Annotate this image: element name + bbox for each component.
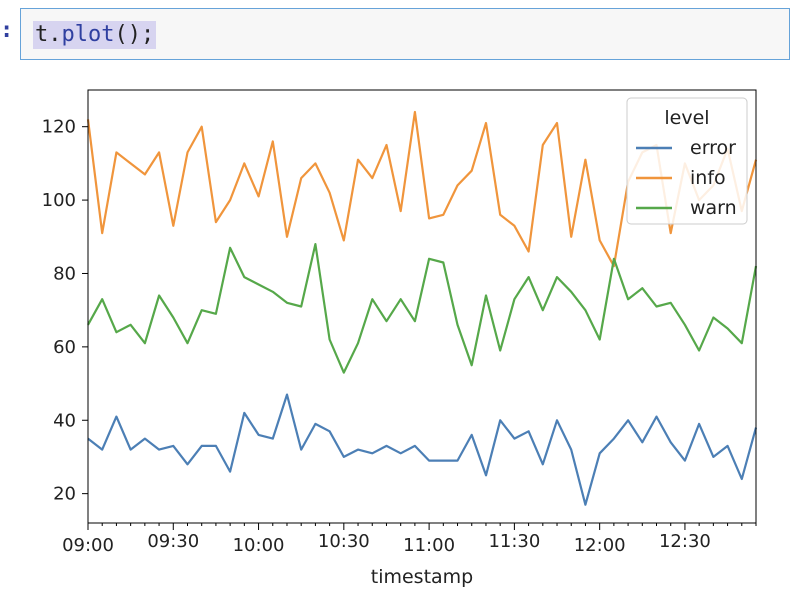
legend-title: level (664, 107, 709, 129)
x-tick-label: 12:00 (574, 535, 626, 556)
y-tick-label: 40 (53, 410, 76, 431)
x-tick-label: 12:30 (659, 531, 711, 552)
line-chart: 20 40 60 80 100 120 09:00 09:30 10:00 10:30 11:00… (42, 89, 758, 588)
x-tick-label: 09:00 (62, 535, 114, 556)
x-axis-label: timestamp (371, 566, 474, 588)
legend: level error info warn (626, 97, 748, 225)
code-function: plot (61, 22, 115, 47)
legend-label-info: info (690, 167, 726, 189)
y-tick-label: 120 (42, 117, 76, 138)
legend-label-warn: warn (690, 197, 737, 219)
series-line-error (87, 393, 758, 506)
x-tick-label: 09:30 (147, 531, 199, 552)
y-tick-label: 80 (53, 263, 76, 284)
code-object: t (35, 22, 49, 47)
y-axis: 20 40 60 80 100 120 (42, 117, 88, 505)
x-tick-label: 11:00 (403, 535, 455, 556)
plot-frame (87, 89, 757, 524)
cell-prompt: : (0, 18, 14, 43)
x-tick-label: 10:30 (318, 531, 370, 552)
legend-box (626, 97, 748, 225)
legend-label-error: error (690, 137, 736, 159)
y-tick-label: 20 (53, 484, 76, 505)
x-axis: 09:00 09:30 10:00 10:30 11:00 11:30 12:00 12:30 (62, 523, 757, 556)
code-args: (); (114, 22, 155, 47)
x-tick-label: 11:30 (488, 531, 540, 552)
y-tick-label: 60 (53, 337, 76, 358)
code-cell[interactable]: t.plot(); (20, 8, 790, 60)
code-text[interactable]: t.plot(); (33, 21, 157, 49)
series-line-warn (87, 243, 758, 374)
y-tick-label: 100 (42, 190, 76, 211)
code-dot: . (48, 22, 62, 47)
x-tick-label: 10:00 (233, 535, 285, 556)
